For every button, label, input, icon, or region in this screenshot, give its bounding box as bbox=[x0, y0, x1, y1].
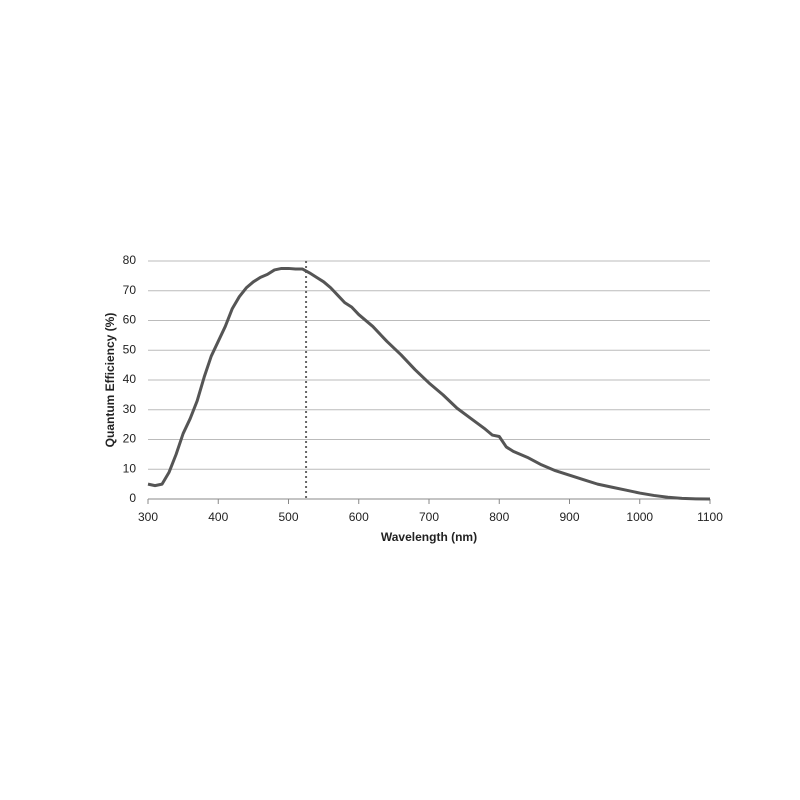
y-tick-label: 60 bbox=[123, 313, 137, 327]
y-tick-label: 20 bbox=[123, 432, 137, 446]
y-tick-label: 80 bbox=[123, 253, 137, 267]
y-tick-label: 40 bbox=[123, 372, 137, 386]
x-tick-label: 600 bbox=[349, 510, 369, 524]
y-tick-label: 30 bbox=[123, 402, 137, 416]
y-tick-label: 10 bbox=[123, 461, 137, 475]
x-tick-label: 500 bbox=[278, 510, 298, 524]
x-tick-label: 300 bbox=[138, 510, 158, 524]
x-tick-label: 1000 bbox=[626, 510, 653, 524]
x-axis-label: Wavelength (nm) bbox=[381, 530, 477, 544]
y-tick-label: 70 bbox=[123, 283, 137, 297]
data-line bbox=[147, 266, 711, 501]
x-tick-label: 800 bbox=[489, 510, 509, 524]
x-tick-label: 400 bbox=[208, 510, 228, 524]
x-tick-label: 900 bbox=[559, 510, 579, 524]
x-tick-label: 1100 bbox=[697, 510, 723, 524]
x-tick-label: 700 bbox=[419, 510, 439, 524]
y-axis-label: Quantum Efficiency (%) bbox=[103, 313, 117, 448]
y-tick-label: 50 bbox=[123, 342, 137, 356]
y-tick-label: 0 bbox=[129, 491, 136, 505]
